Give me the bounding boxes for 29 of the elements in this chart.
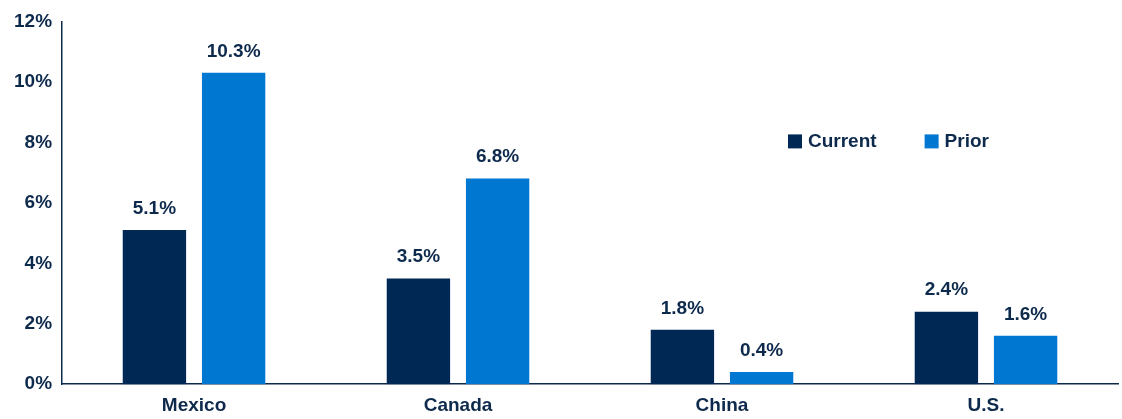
bar bbox=[650, 329, 715, 385]
data-label: 6.8% bbox=[475, 145, 520, 167]
legend-label: Current bbox=[808, 129, 878, 151]
bar bbox=[729, 372, 794, 385]
bar bbox=[386, 278, 451, 385]
data-label: 0.4% bbox=[739, 338, 784, 360]
x-tick-label: Canada bbox=[423, 393, 493, 415]
bar bbox=[201, 72, 266, 385]
bar bbox=[122, 230, 187, 385]
bar bbox=[914, 311, 979, 385]
y-tick-label: 0% bbox=[24, 372, 53, 394]
x-tick-label: China bbox=[695, 393, 749, 415]
bar bbox=[993, 335, 1058, 385]
data-label: 1.8% bbox=[660, 296, 705, 318]
data-label: 5.1% bbox=[132, 196, 177, 218]
y-tick-label: 8% bbox=[24, 130, 53, 152]
y-tick-label: 2% bbox=[24, 311, 53, 333]
legend-label: Prior bbox=[944, 129, 990, 151]
y-tick-label: 4% bbox=[24, 251, 53, 273]
y-tick-label: 6% bbox=[24, 191, 53, 213]
x-tick-label: Mexico bbox=[161, 393, 227, 415]
y-tick-label: 12% bbox=[14, 9, 53, 31]
data-label: 3.5% bbox=[396, 245, 441, 267]
data-label: 10.3% bbox=[206, 39, 261, 61]
data-label: 2.4% bbox=[924, 278, 969, 300]
data-label: 1.6% bbox=[1003, 302, 1048, 324]
y-tick-label: 10% bbox=[14, 70, 53, 92]
bar bbox=[465, 178, 530, 385]
x-tick-label: U.S. bbox=[967, 393, 1005, 415]
